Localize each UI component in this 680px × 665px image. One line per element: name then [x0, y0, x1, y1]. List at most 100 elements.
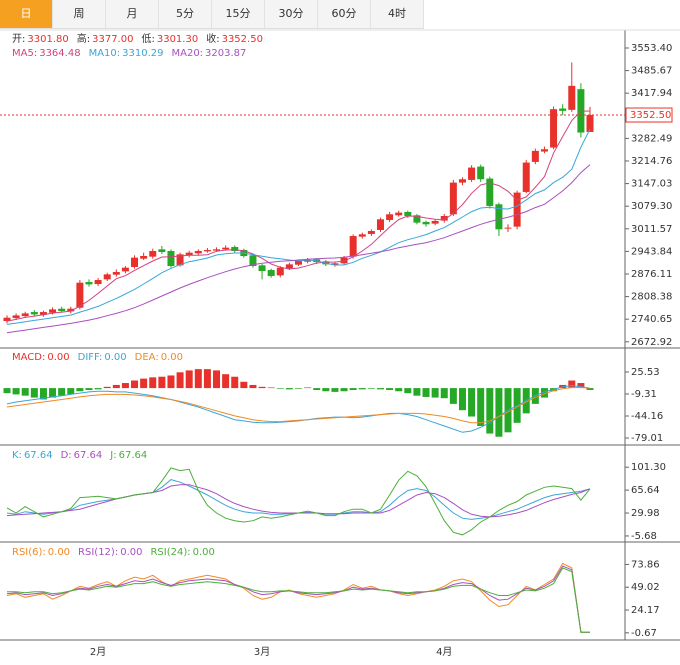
legend-value: 0.00 [47, 352, 69, 363]
candle-body [559, 108, 567, 111]
period-tabs: 日周月 5分 15分 30分 60分 4时 [0, 0, 424, 29]
macd-bar [49, 388, 57, 398]
candle-body [504, 227, 512, 229]
macd-bar [386, 388, 394, 390]
macd-bar [313, 388, 321, 390]
macd-bar [21, 388, 29, 396]
candle-body [121, 267, 129, 272]
period-tab[interactable]: 5分 [159, 0, 212, 28]
candle-body [422, 221, 430, 225]
legend-label: MA10: [89, 48, 121, 59]
candle-body [531, 150, 539, 162]
macd-bar [258, 386, 266, 389]
macd-bar [331, 388, 339, 392]
candle-body [540, 149, 548, 152]
macd-bar [67, 388, 75, 395]
legend-value: 67.64 [119, 450, 148, 461]
legend-label: DEA: [135, 352, 159, 363]
legend-value: 3301.30 [157, 34, 198, 45]
series-line [6, 562, 590, 633]
candle-body [358, 234, 366, 237]
series-line [6, 484, 591, 518]
legend-label: 收: [206, 32, 219, 45]
legend-label: DIFF: [78, 352, 103, 363]
candle-body [3, 317, 11, 322]
candle-body [513, 192, 521, 227]
candle-body [386, 214, 394, 220]
macd-bar [413, 388, 421, 396]
macd-bar [167, 375, 175, 389]
y-tick-label: 3011.57 [631, 224, 672, 235]
candle-body [185, 252, 193, 256]
candle-body [258, 265, 266, 272]
candle-body [112, 272, 120, 275]
legend-value: 67.64 [24, 450, 53, 461]
macd-bar [39, 388, 47, 400]
candle-body [85, 282, 93, 285]
macd-bar [477, 388, 485, 426]
candle-body [404, 211, 412, 216]
candle-body [468, 167, 476, 180]
macd-bar [58, 388, 66, 396]
legend-label: 高: [77, 32, 90, 45]
macd-bar [249, 384, 257, 389]
period-tab[interactable]: 月 [106, 0, 159, 28]
candle-body [203, 249, 211, 252]
macd-bar [176, 372, 184, 389]
candle-body [267, 270, 275, 277]
candle-body [440, 215, 448, 221]
candle-body [12, 315, 20, 319]
period-tab[interactable]: 60分 [318, 0, 371, 28]
period-tab[interactable]: 日 [0, 0, 53, 28]
candle-body [367, 230, 375, 234]
y-tick-label: 2672.92 [631, 337, 672, 348]
legend-label: MA5: [12, 48, 37, 59]
period-tab[interactable]: 15分 [212, 0, 265, 28]
y-tick-label: 2943.84 [631, 246, 672, 257]
legend-value: 3310.29 [122, 48, 163, 59]
candle-body [349, 235, 357, 257]
y-tick-label: 3417.94 [631, 88, 672, 99]
candle-body [376, 219, 384, 230]
y-tick-label: -44.16 [631, 411, 663, 422]
legend-value: 3352.50 [222, 34, 263, 45]
macd-bar [495, 388, 503, 437]
series-line [6, 164, 591, 334]
y-tick-label: 3485.67 [631, 66, 672, 77]
series-line [6, 110, 591, 322]
y-tick-label: -79.01 [631, 433, 663, 444]
candle-body [276, 267, 284, 276]
period-tab[interactable]: 30分 [265, 0, 318, 28]
legend-value: 0.00 [120, 547, 142, 558]
macd-bar [140, 378, 148, 389]
period-tab[interactable]: 4时 [371, 0, 424, 28]
candle-body [331, 263, 339, 266]
period-tab[interactable]: 周 [53, 0, 106, 28]
candle-body [522, 162, 530, 192]
y-tick-label: 65.64 [631, 485, 660, 496]
candle-body [550, 109, 558, 148]
macd-bar [422, 388, 430, 397]
macd-bar [322, 388, 330, 392]
y-tick-label: 24.17 [631, 605, 660, 616]
candle-body [477, 166, 485, 180]
candle-body [149, 250, 157, 257]
y-tick-label: 29.98 [631, 508, 660, 519]
macd-bar [194, 369, 202, 389]
candle-body [21, 313, 29, 317]
macd-bar [203, 369, 211, 389]
series-line [6, 565, 590, 633]
legend-label: K: [12, 450, 22, 461]
series-line [6, 385, 591, 433]
y-tick-label: 3282.49 [631, 133, 672, 144]
macd-bar [85, 388, 93, 390]
candle-body [158, 249, 166, 252]
legend-label: RSI(24): [150, 547, 190, 558]
legend-value: 3377.00 [92, 34, 133, 45]
legend-label: 低: [141, 32, 154, 45]
macd-bar [158, 376, 166, 389]
macd-bar [376, 388, 384, 390]
legend-value: 0.00 [48, 547, 70, 558]
candle-body [103, 274, 111, 280]
y-tick-label: 101.30 [631, 462, 666, 473]
